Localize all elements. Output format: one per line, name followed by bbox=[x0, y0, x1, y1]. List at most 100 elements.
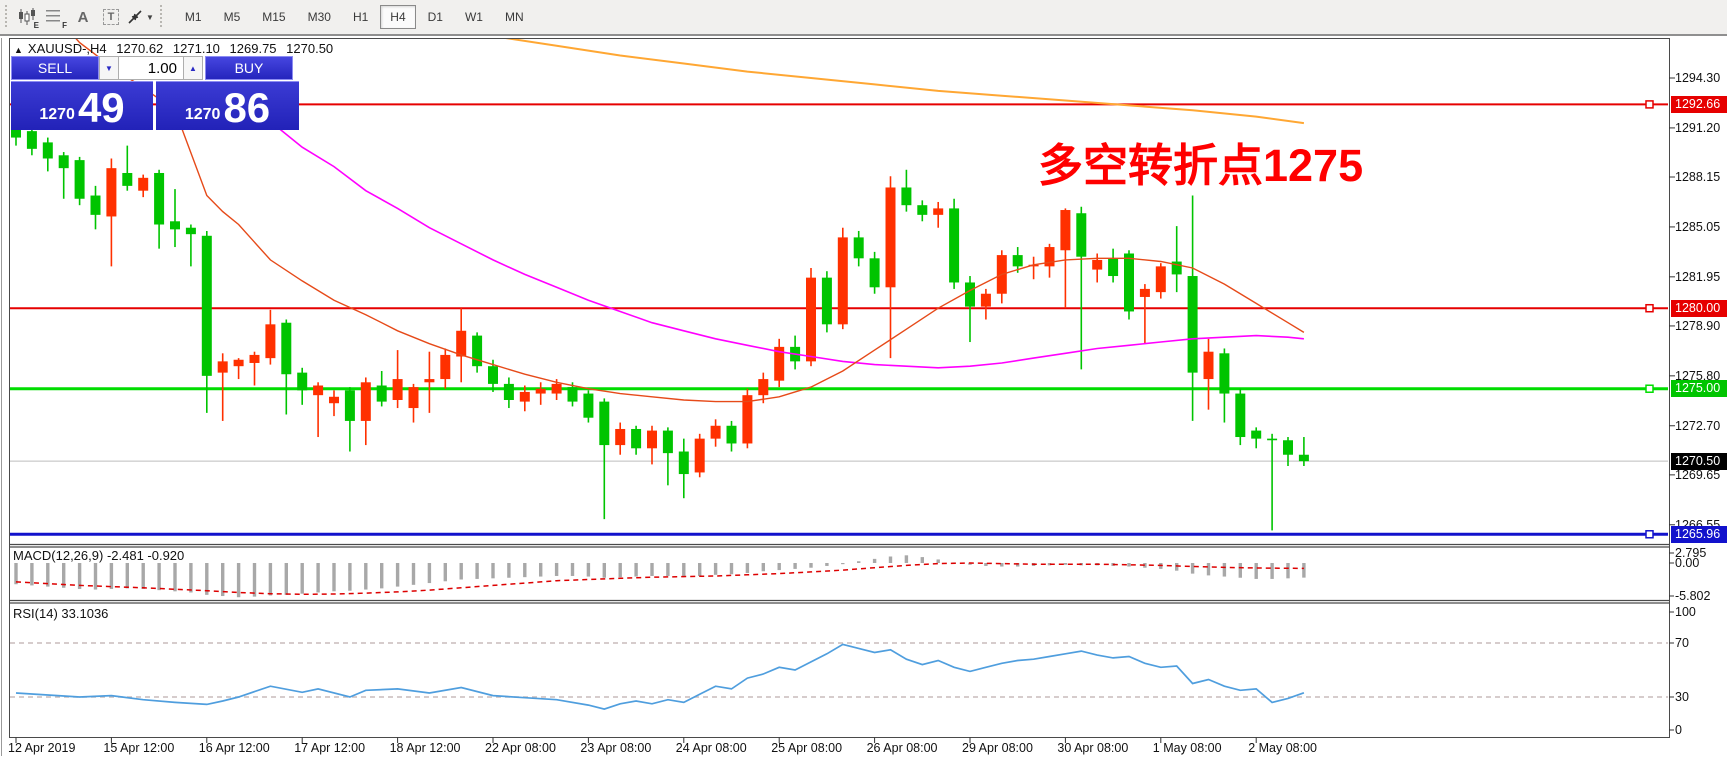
macd-bar bbox=[300, 563, 304, 594]
rsi-scale-label: 70 bbox=[1675, 636, 1689, 650]
y-axis-badge: 1275.00 bbox=[1671, 380, 1727, 398]
macd-bar bbox=[602, 563, 606, 578]
toolbar-grip[interactable] bbox=[157, 5, 165, 29]
chart-frame bbox=[9, 38, 1670, 738]
macd-bar bbox=[618, 563, 622, 578]
x-axis-label: 17 Apr 12:00 bbox=[294, 741, 366, 755]
candle-body bbox=[154, 172, 165, 225]
chevron-down-icon[interactable]: ▼ bbox=[146, 12, 154, 22]
candle-body bbox=[217, 361, 228, 373]
macd-bar bbox=[205, 563, 209, 595]
candle-body bbox=[201, 235, 212, 376]
macd-bar bbox=[825, 563, 829, 566]
macd-bar bbox=[713, 563, 718, 575]
collapse-triangle-icon[interactable]: ▲ bbox=[14, 45, 23, 55]
macd-bar bbox=[443, 563, 447, 582]
timeframe-button-MN[interactable]: MN bbox=[504, 10, 524, 24]
macd-bar bbox=[1063, 563, 1068, 565]
timeframe-button-H4[interactable]: H4 bbox=[380, 5, 416, 29]
x-axis-label: 25 Apr 08:00 bbox=[771, 741, 843, 755]
volume-input[interactable] bbox=[119, 56, 183, 80]
candle-body bbox=[599, 401, 610, 446]
candle-body bbox=[758, 379, 769, 396]
y-axis-label: 1269.65 bbox=[1675, 467, 1721, 482]
candle-body bbox=[1235, 393, 1246, 438]
rsi-scale-label: 100 bbox=[1675, 605, 1696, 619]
candle-body bbox=[567, 387, 578, 402]
timeframe-button-W1[interactable]: W1 bbox=[464, 10, 483, 24]
macd-bar bbox=[459, 563, 463, 580]
sell-price-small: 1270 bbox=[39, 106, 75, 123]
arrange-arrows-icon[interactable]: ▼ bbox=[126, 4, 154, 30]
candle-body bbox=[519, 391, 530, 402]
timeframe-button-M30[interactable]: M30 bbox=[307, 10, 331, 24]
timeframe-button-M15[interactable]: M15 bbox=[262, 10, 286, 24]
sell-price-big: 49 bbox=[77, 84, 125, 131]
hline-anchor[interactable] bbox=[1645, 530, 1654, 539]
macd-bar bbox=[30, 563, 34, 586]
volume-increase-button[interactable]: ▲ bbox=[183, 56, 203, 80]
hline-anchor[interactable] bbox=[1645, 303, 1654, 313]
buy-price-display[interactable]: 1270 86 bbox=[156, 81, 299, 130]
buy-button[interactable]: BUY bbox=[205, 56, 293, 80]
toolbar-grip[interactable] bbox=[3, 5, 10, 29]
macd-bar bbox=[316, 563, 320, 593]
macd-bar bbox=[507, 563, 511, 578]
macd-bar bbox=[682, 563, 686, 577]
candle-body bbox=[1267, 438, 1278, 441]
candle-body bbox=[265, 324, 276, 359]
timeframe-button-H1[interactable]: H1 bbox=[352, 10, 369, 24]
candle-body bbox=[503, 383, 514, 400]
macd-bar bbox=[1175, 563, 1179, 571]
macd-bar bbox=[14, 563, 18, 585]
volume-decrease-button[interactable]: ▼ bbox=[99, 56, 119, 80]
y-axis-badge: 1270.50 bbox=[1671, 452, 1727, 470]
candle-body bbox=[1203, 351, 1214, 380]
candle-body bbox=[1298, 454, 1309, 462]
macd-bar bbox=[141, 563, 145, 589]
candle-body bbox=[233, 359, 244, 367]
timeframe-button-D1[interactable]: D1 bbox=[427, 10, 443, 24]
macd-bar bbox=[1000, 563, 1004, 567]
macd-bar bbox=[888, 556, 893, 563]
macd-bar bbox=[236, 563, 241, 598]
price-pane bbox=[10, 39, 1668, 539]
candle-body bbox=[329, 396, 339, 404]
macd-bar bbox=[173, 563, 177, 592]
text-box-icon[interactable]: T bbox=[98, 4, 124, 30]
macd-bar bbox=[761, 563, 765, 572]
macd-bar bbox=[968, 563, 972, 565]
sell-price-display[interactable]: 1270 49 bbox=[11, 81, 153, 130]
rsi-scale-label: 0 bbox=[1675, 723, 1682, 737]
text-box-glyph: T bbox=[102, 9, 120, 25]
timeframe-button-M5[interactable]: M5 bbox=[223, 10, 241, 24]
font-icon[interactable]: A bbox=[77, 8, 89, 26]
hline-anchor[interactable] bbox=[1645, 384, 1654, 393]
sell-button[interactable]: SELL bbox=[11, 56, 99, 80]
macd-bar bbox=[523, 563, 527, 578]
buy-price-small: 1270 bbox=[184, 106, 221, 123]
indicator-pattern-icon[interactable]: E bbox=[14, 4, 40, 30]
arrows-glyph bbox=[128, 10, 142, 24]
timeframe-button-M1[interactable]: M1 bbox=[184, 10, 202, 24]
grid-icon[interactable]: F bbox=[42, 4, 68, 30]
candle-body bbox=[1076, 213, 1087, 257]
candle-body bbox=[901, 187, 912, 206]
candle-body bbox=[1251, 430, 1262, 439]
candle-body bbox=[647, 430, 657, 449]
rsi-pane bbox=[10, 642, 1668, 710]
macd-bar bbox=[841, 563, 845, 565]
macd-bar bbox=[1127, 563, 1131, 567]
hline-anchor[interactable] bbox=[1645, 100, 1654, 109]
candle-body bbox=[344, 390, 355, 421]
macd-bar bbox=[491, 563, 495, 579]
macd-bar bbox=[268, 563, 273, 596]
y-axis-label: 1291.20 bbox=[1675, 120, 1721, 135]
chart-annotation-text[interactable]: 多空转折点1275 bbox=[1038, 140, 1364, 191]
macd-title: MACD(12,26,9) -2.481 -0.920 bbox=[13, 548, 185, 563]
candle-body bbox=[11, 126, 21, 138]
candle-body bbox=[1187, 276, 1198, 373]
x-axis-label: 24 Apr 08:00 bbox=[675, 741, 747, 755]
